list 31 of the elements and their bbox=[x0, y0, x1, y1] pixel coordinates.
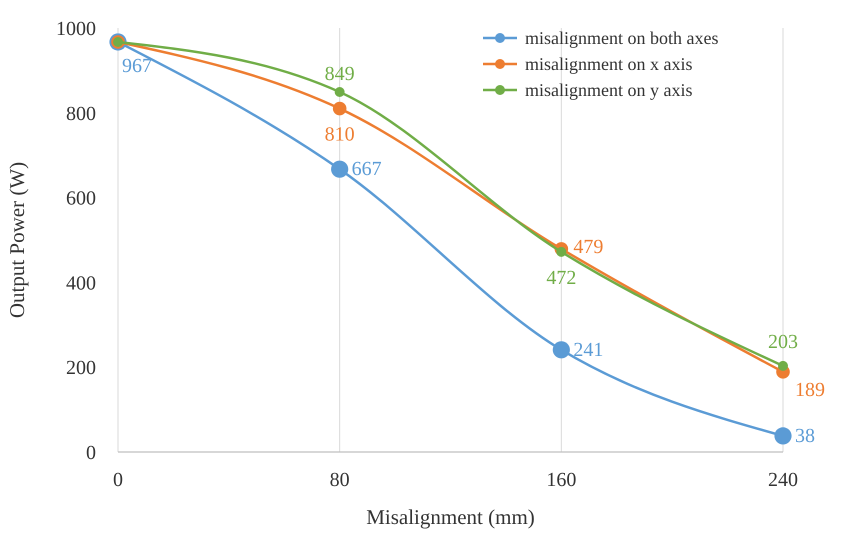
data-label: 667 bbox=[352, 158, 382, 180]
point bbox=[334, 87, 345, 98]
data-label: 203 bbox=[768, 330, 798, 353]
data-label: 479 bbox=[573, 236, 604, 258]
point bbox=[552, 341, 570, 358]
y-tick-label: 0 bbox=[86, 442, 96, 464]
data-label: 38 bbox=[795, 424, 815, 447]
legend-label: misalignment on y axis bbox=[525, 80, 692, 100]
data-label: 189 bbox=[795, 378, 825, 401]
legend-label: misalignment on x axis bbox=[525, 54, 692, 74]
x-tick-label: 240 bbox=[768, 469, 798, 491]
x-axis-title: Misalignment (mm) bbox=[366, 505, 535, 529]
x-tick-label: 80 bbox=[330, 469, 350, 491]
data-label: 241 bbox=[573, 338, 604, 361]
point bbox=[774, 427, 792, 444]
y-tick-label: 1000 bbox=[56, 18, 96, 40]
data-label: 967 bbox=[122, 54, 152, 77]
x-tick-label: 0 bbox=[113, 469, 123, 491]
y-tick-label: 800 bbox=[66, 102, 96, 125]
y-tick-label: 400 bbox=[66, 272, 96, 294]
point bbox=[778, 360, 788, 371]
legend-label: misalignment on both axes bbox=[525, 28, 718, 48]
point bbox=[331, 160, 348, 178]
y-tick-label: 600 bbox=[66, 188, 96, 210]
x-tick-label: 160 bbox=[546, 469, 576, 491]
data-label: 849 bbox=[324, 63, 355, 86]
data-label: 810 bbox=[324, 124, 355, 146]
point bbox=[332, 102, 346, 116]
data-label: 472 bbox=[546, 266, 576, 289]
y-tick-label: 200 bbox=[66, 357, 96, 380]
y-axis-title: Output Power (W) bbox=[5, 162, 29, 318]
